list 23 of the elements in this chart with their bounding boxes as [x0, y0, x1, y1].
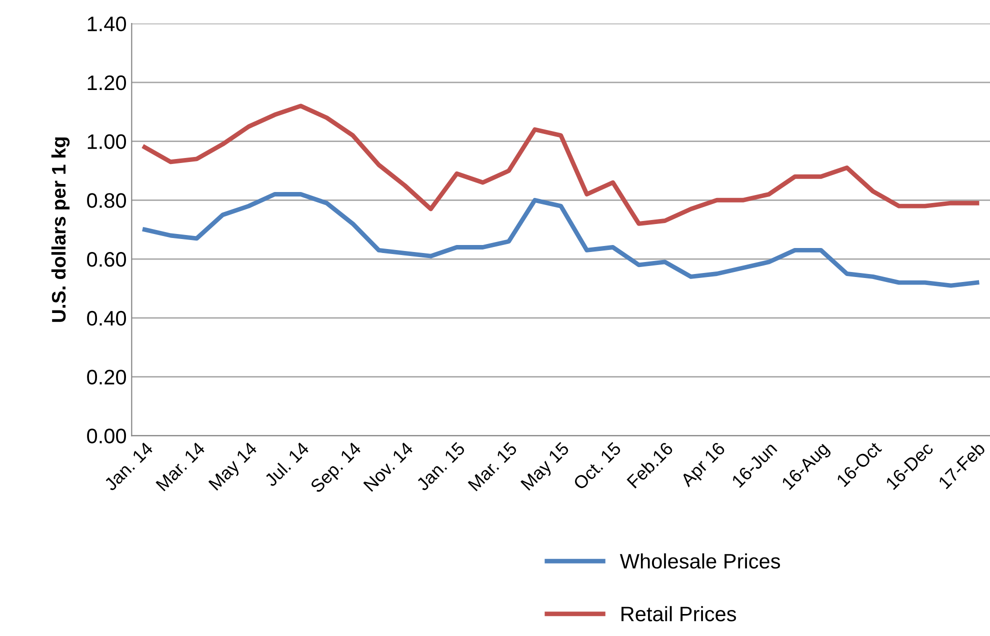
line-series	[142, 104, 980, 226]
y-axis-title: U.S. dollars per 1 kg	[51, 137, 70, 322]
y-tick-label: 0.40	[87, 310, 126, 326]
y-tick-label: 0.60	[87, 252, 126, 267]
x-tick-label: Sep. 14	[310, 441, 364, 496]
x-tick-label: Mar. 15	[468, 442, 518, 492]
y-tick-label: 0.00	[87, 428, 126, 444]
x-tick-label: Jan. 15	[416, 442, 466, 492]
y-tick-label: 0.80	[87, 193, 126, 208]
x-tick-label: Apr 16	[680, 441, 728, 490]
x-tick-label: May 14	[208, 441, 260, 494]
line-series	[142, 192, 980, 288]
y-tick-label: 0.20	[87, 370, 126, 385]
legend-label: Wholesale Prices	[620, 553, 780, 569]
x-tick-label: Mar. 14	[156, 441, 206, 492]
x-tick-label: May 15	[520, 442, 572, 494]
x-tick-label: Oct. 15	[572, 441, 622, 490]
y-tick-label: 1.40	[88, 16, 126, 32]
x-tick-label: Nov. 14	[363, 441, 414, 492]
y-tick-label: 1.00	[88, 134, 126, 150]
legend-label: Retail Prices	[622, 606, 736, 622]
y-tick-label: 1.20	[88, 75, 126, 90]
x-tick-label: Jul. 14	[263, 440, 310, 488]
